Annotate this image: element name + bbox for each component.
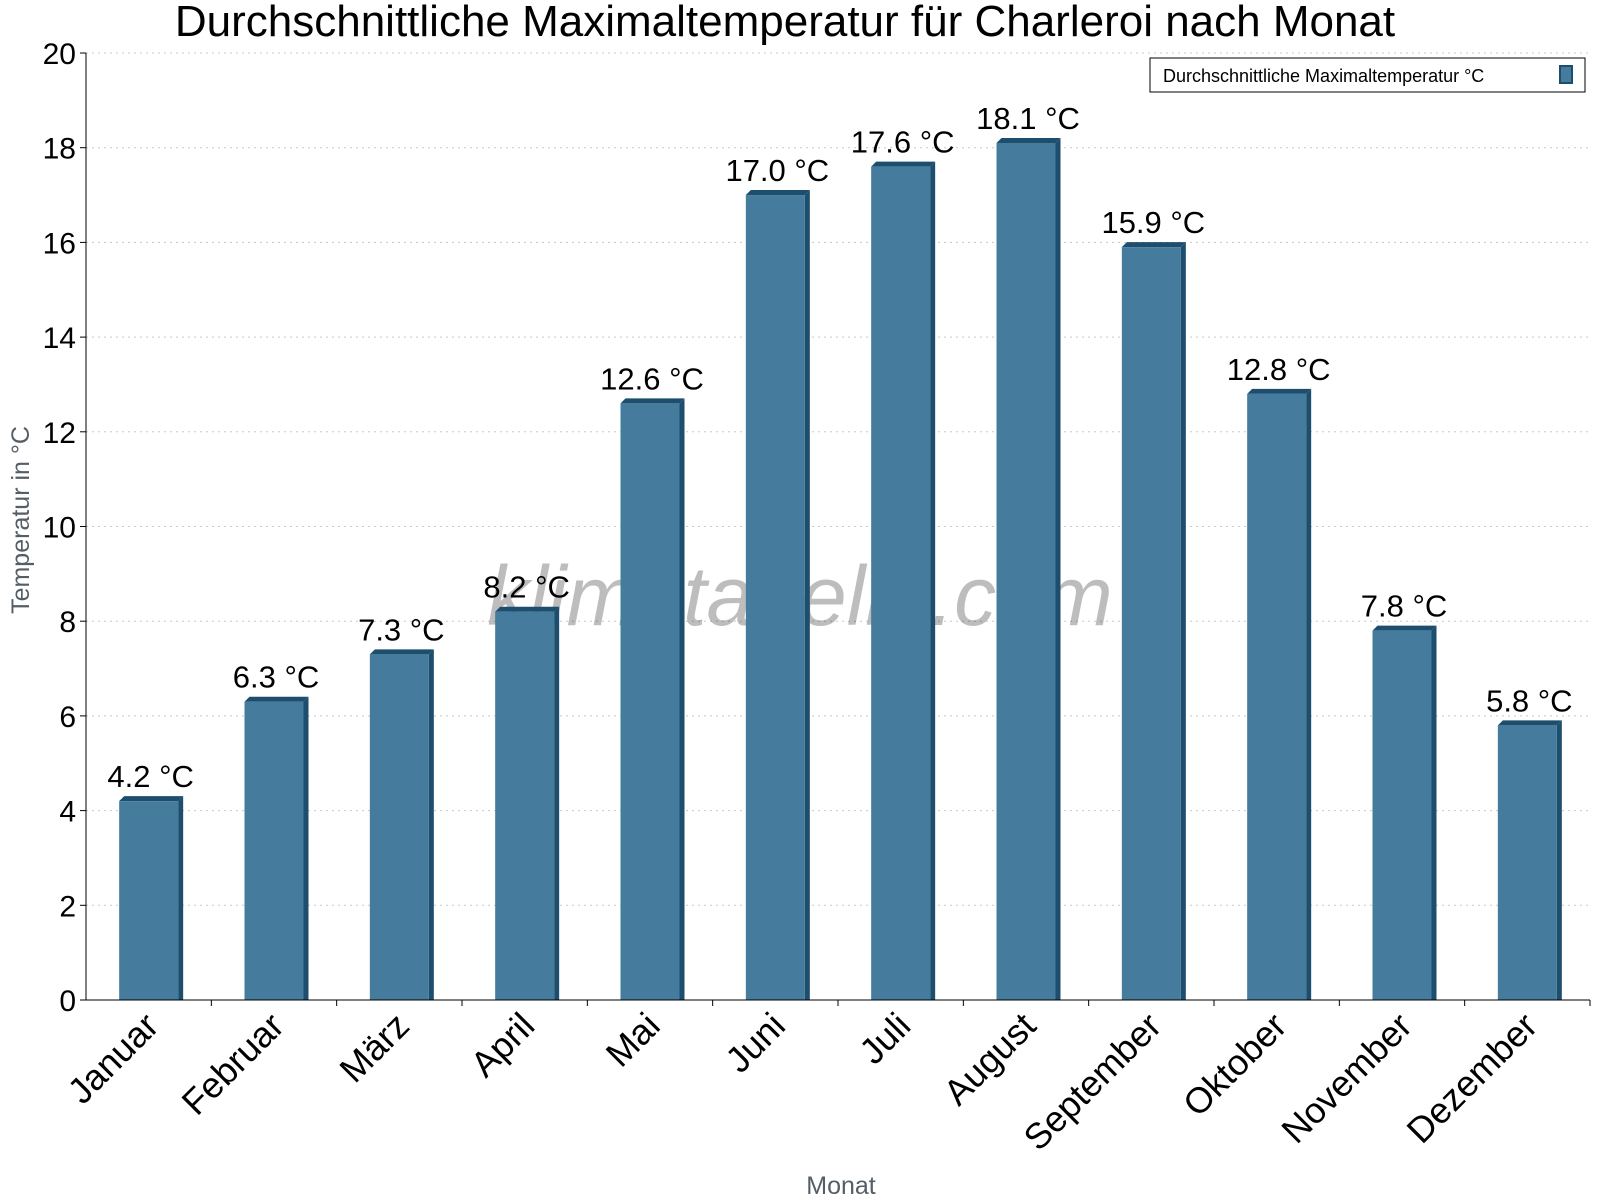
value-label-3: 8.2 °C: [483, 570, 570, 605]
y-tick-label-10: 20: [43, 38, 76, 71]
bar-top-1: [244, 696, 309, 702]
value-label-0: 4.2 °C: [107, 759, 194, 794]
value-label-11: 5.8 °C: [1486, 683, 1573, 718]
x-tick-label-3: April: [462, 1005, 542, 1085]
y-tick-label-4: 8: [59, 606, 76, 639]
bar-top-10: [1372, 625, 1437, 631]
bar-top-2: [369, 649, 434, 655]
bar-face-4: [620, 403, 680, 1000]
bar-0[interactable]: [119, 796, 184, 1000]
bar-top-3: [495, 606, 560, 612]
value-label-2: 7.3 °C: [358, 612, 445, 647]
bar-face-8: [1121, 247, 1181, 1000]
x-tick-label-2: März: [331, 1005, 417, 1091]
bar-side-10: [1431, 625, 1437, 1000]
bar-face-1: [244, 701, 304, 1000]
bar-2[interactable]: [369, 649, 434, 1000]
bar-10[interactable]: [1372, 625, 1437, 1000]
bar-side-1: [303, 696, 309, 1000]
bar-face-9: [1247, 393, 1307, 1000]
value-label-10: 7.8 °C: [1361, 589, 1448, 624]
bar-top-7: [996, 137, 1061, 143]
bar-top-8: [1121, 242, 1186, 248]
bar-side-5: [804, 190, 810, 1001]
y-axis-title: Temperatur in °C: [7, 426, 35, 614]
bar-face-11: [1497, 725, 1557, 1000]
bar-3[interactable]: [495, 606, 560, 1000]
x-tick-label-5: Juni: [717, 1005, 793, 1081]
value-label-9: 12.8 °C: [1227, 352, 1331, 387]
value-label-6: 17.6 °C: [851, 125, 955, 160]
bar-8[interactable]: [1121, 242, 1186, 1000]
bar-4[interactable]: [620, 398, 685, 1000]
bar-face-6: [871, 166, 931, 1000]
bar-9[interactable]: [1247, 388, 1312, 1000]
bar-1[interactable]: [244, 696, 309, 1000]
bar-5[interactable]: [745, 190, 810, 1001]
bar-face-7: [996, 142, 1056, 1001]
legend-swatch: [1559, 65, 1573, 84]
y-tick-label-2: 4: [59, 796, 76, 829]
bar-side-9: [1306, 388, 1312, 1000]
y-tick-label-0: 0: [59, 985, 76, 1018]
bar-face-3: [495, 611, 555, 1000]
legend[interactable]: Durchschnittliche Maximaltemperatur °C: [1149, 57, 1586, 93]
y-tick-label-9: 18: [43, 133, 76, 166]
x-tick-label-9: Oktober: [1175, 1005, 1295, 1125]
chart-title: Durchschnittliche Maximaltemperatur für …: [175, 0, 1395, 46]
x-tick-label-11: Dezember: [1399, 1005, 1545, 1151]
bar-top-11: [1497, 720, 1562, 726]
x-tick-label-8: September: [1015, 1005, 1169, 1159]
y-tick-label-8: 16: [43, 227, 76, 260]
value-label-4: 12.6 °C: [600, 361, 704, 396]
x-tick-label-4: Mai: [598, 1005, 668, 1075]
x-tick-label-6: Juli: [851, 1005, 918, 1072]
y-tick-label-1: 2: [59, 890, 76, 923]
bar-side-3: [554, 606, 560, 1000]
x-axis-title: Monat: [806, 1172, 876, 1200]
bar-side-8: [1180, 242, 1186, 1000]
bars: 4.2 °C 6.3 °C 7.3 °C 8.2 °C 12.6 °C 17.0 °C 17…: [107, 101, 1573, 1001]
legend-box: [1149, 57, 1586, 93]
bar-side-0: [178, 796, 184, 1000]
y-tick-label-7: 14: [43, 322, 76, 355]
bar-6[interactable]: [871, 161, 936, 1000]
value-label-1: 6.3 °C: [233, 660, 320, 695]
bar-11[interactable]: [1497, 720, 1562, 1000]
x-tick-label-10: November: [1273, 1005, 1419, 1151]
value-label-5: 17.0 °C: [725, 153, 829, 188]
bar-7[interactable]: [996, 137, 1061, 1001]
y-tick-label-6: 12: [43, 417, 76, 450]
bar-top-6: [871, 161, 936, 167]
bar-face-0: [119, 801, 179, 1000]
bar-side-11: [1556, 720, 1562, 1000]
bar-side-7: [1055, 137, 1061, 1001]
value-label-7: 18.1 °C: [976, 101, 1080, 136]
x-tick-label-1: Februar: [174, 1005, 292, 1123]
y-tick-label-3: 6: [59, 701, 76, 734]
y-tick-label-5: 10: [43, 512, 76, 545]
x-tick-label-0: Januar: [59, 1005, 166, 1112]
bar-face-10: [1372, 630, 1432, 1000]
value-label-8: 15.9 °C: [1101, 205, 1205, 240]
x-tick-label-7: August: [935, 1005, 1043, 1113]
bar-top-0: [119, 796, 184, 802]
bar-face-5: [745, 195, 805, 1001]
bar-side-6: [930, 161, 936, 1000]
bar-side-4: [679, 398, 685, 1000]
bar-top-4: [620, 398, 685, 404]
grid: [86, 52, 1590, 906]
legend-label: Durchschnittliche Maximaltemperatur °C: [1163, 66, 1484, 86]
bar-top-9: [1247, 388, 1312, 394]
bar-top-5: [745, 190, 810, 196]
bar-face-2: [369, 654, 429, 1000]
bar-side-2: [428, 649, 434, 1000]
